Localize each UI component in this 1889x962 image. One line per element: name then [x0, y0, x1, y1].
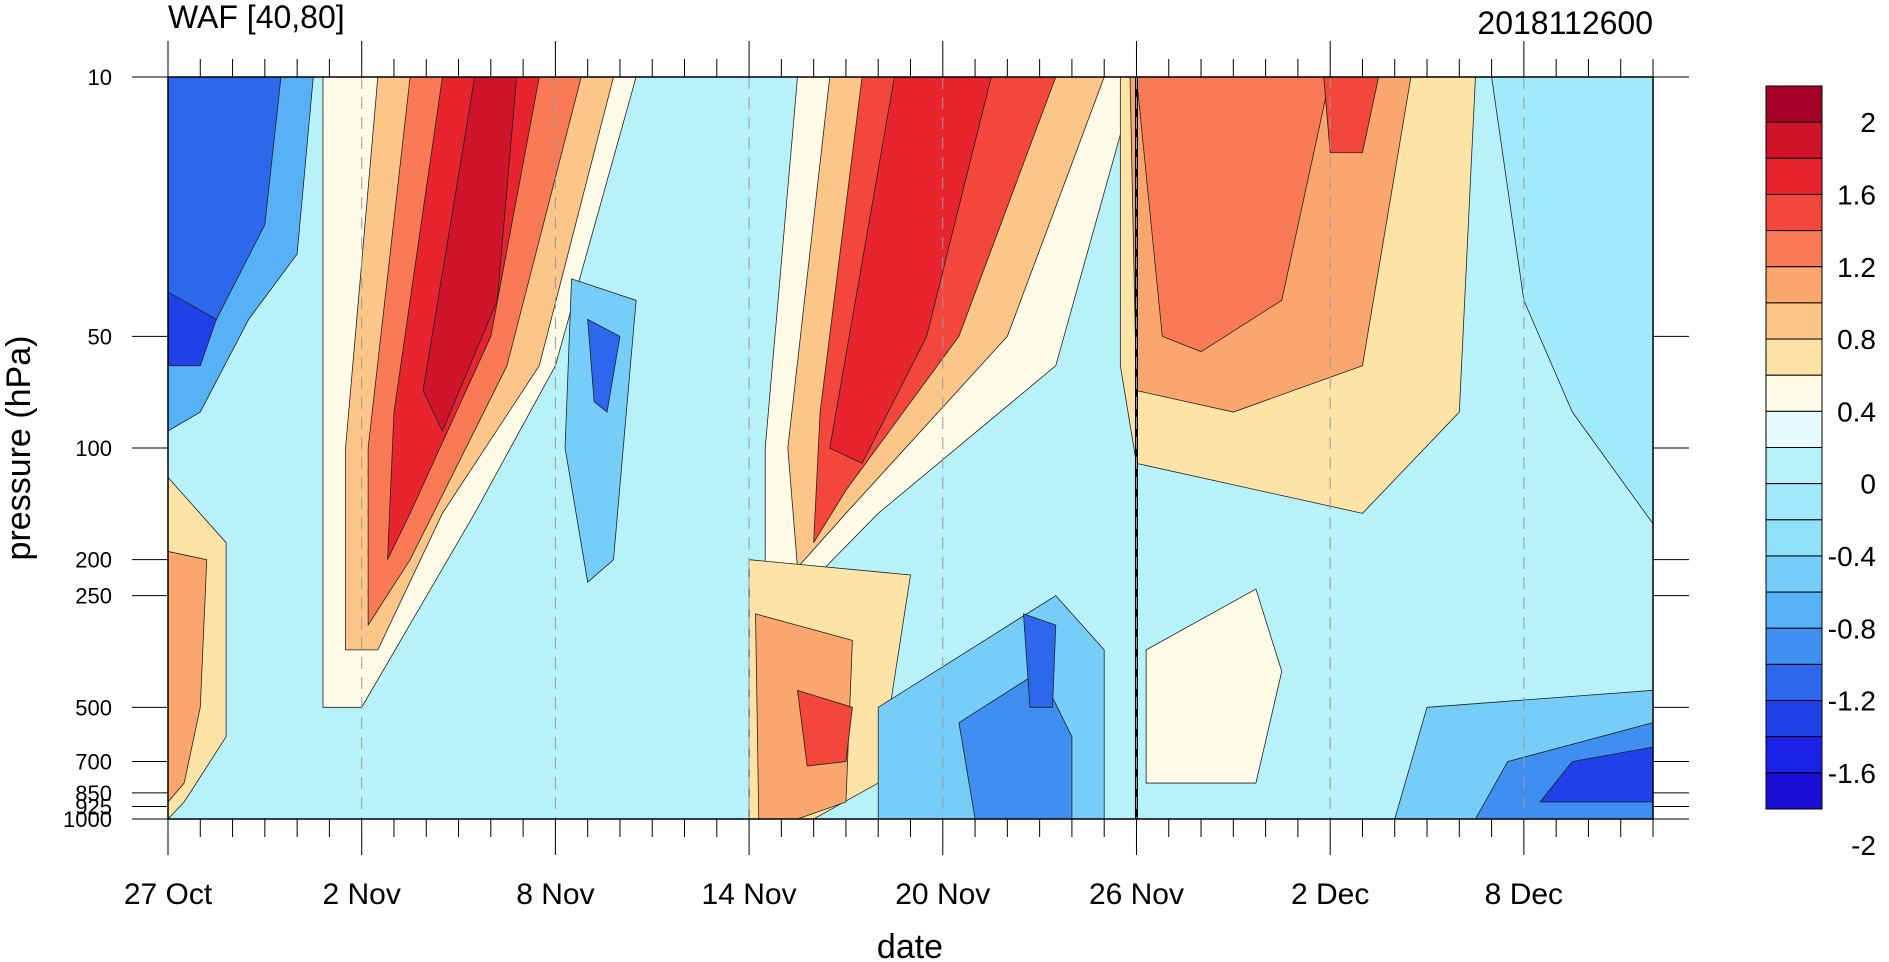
band-neg-lower-center-3	[1023, 613, 1057, 708]
colorbar-swatch	[1765, 266, 1823, 304]
colorbar-swatch	[1765, 627, 1823, 665]
band-neg-mid-lens	[564, 278, 637, 583]
colorbar-label: -1.2	[1828, 686, 1876, 717]
x-tick-labels: 27 Oct 2 Nov 8 Nov 14 Nov 20 Nov 26 Nov 2 Dec 8…	[124, 878, 1563, 911]
band-pos-plume-1d	[422, 77, 518, 433]
colorbar-label: 0.4	[1837, 396, 1876, 427]
colorbar-swatch	[1765, 555, 1823, 593]
x-tick-label: 14 Nov	[702, 878, 797, 911]
x-tick-label: 2 Dec	[1291, 878, 1369, 911]
x-axis-label: date	[877, 928, 943, 962]
y-tick-label: 200	[75, 548, 112, 573]
colorbar-labels: 2 1.6 1.2 0.8 0.4 0 -0.4 -0.8 -1.2 -1.6 -2	[1828, 107, 1876, 861]
axes	[132, 41, 1689, 855]
colorbar-swatch	[1765, 519, 1823, 557]
colorbar-label: -1.6	[1828, 758, 1876, 789]
x-tick-label: 8 Dec	[1485, 878, 1563, 911]
x-tick-label: 2 Nov	[323, 878, 401, 911]
band-neg-lower-right-3	[1539, 746, 1653, 803]
colorbar-swatch	[1765, 663, 1823, 702]
colorbar-label: -0.4	[1828, 541, 1876, 572]
colorbar-swatch	[1765, 772, 1823, 810]
colorbar-label: 1.2	[1837, 252, 1876, 283]
colorbar-swatch	[1765, 302, 1823, 340]
band-neg-upper-right	[1491, 77, 1653, 525]
band-pos-plume-2c	[829, 77, 992, 464]
colorbar-label: -0.8	[1828, 613, 1876, 644]
x-tick-label: 8 Nov	[516, 878, 594, 911]
y-tick-label: 500	[75, 695, 112, 720]
colorbar-swatch	[1765, 374, 1823, 412]
band-pos-upper-right-3	[1136, 77, 1331, 353]
colorbar-label: 0	[1860, 469, 1876, 500]
colorbar-swatch	[1765, 700, 1823, 738]
colorbar-swatch	[1765, 447, 1823, 485]
band-neg-lower-center-2	[958, 670, 1073, 819]
y-tick-label: 100	[75, 436, 112, 461]
contour-field	[168, 77, 1653, 819]
colorbar-swatch	[1765, 121, 1823, 159]
band-pos-lower-left-2	[168, 551, 208, 803]
colorbar-swatch	[1765, 193, 1823, 232]
chart-subtitle: 2018112600	[1477, 5, 1653, 41]
colorbar-swatch	[1765, 736, 1823, 774]
x-tick-label: 20 Nov	[895, 878, 990, 911]
colorbar-swatch	[1765, 410, 1823, 449]
colorbar	[1765, 85, 1823, 810]
colorbar-swatch	[1765, 157, 1823, 195]
band-pos-lower-mid-3	[797, 689, 853, 767]
y-tick-label: 10	[88, 65, 112, 90]
band-zero-lower-right	[1145, 588, 1283, 784]
band-neg-upper-left-3	[168, 291, 217, 367]
x-tick-label: 26 Nov	[1089, 878, 1184, 911]
colorbar-swatch	[1765, 591, 1823, 629]
band-neg-mid-lens-2	[587, 318, 621, 413]
y-axis-label: pressure (hPa)	[0, 336, 38, 561]
colorbar-swatch	[1765, 85, 1823, 123]
colorbar-swatch	[1765, 483, 1823, 521]
x-tick-label: 27 Oct	[124, 878, 213, 911]
y-tick-label: 850	[75, 781, 112, 806]
colorbar-label: 0.8	[1837, 324, 1876, 355]
band-neg-upper-left-2	[168, 77, 282, 353]
band-pos-upper-right-4	[1323, 77, 1380, 154]
y-tick-label: 250	[75, 584, 112, 609]
y-tick-label: 50	[88, 324, 112, 349]
y-tick-label: 700	[75, 750, 112, 775]
chart-title: WAF [40,80]	[168, 0, 345, 35]
colorbar-label: 2	[1860, 107, 1876, 138]
colorbar-label: -2	[1851, 830, 1876, 861]
colorbar-swatch	[1765, 338, 1823, 376]
y-tick-label: 925	[75, 794, 112, 819]
colorbar-swatch	[1765, 230, 1823, 268]
y-tick-label: 1000	[63, 807, 112, 832]
colorbar-label: 1.6	[1837, 179, 1876, 210]
